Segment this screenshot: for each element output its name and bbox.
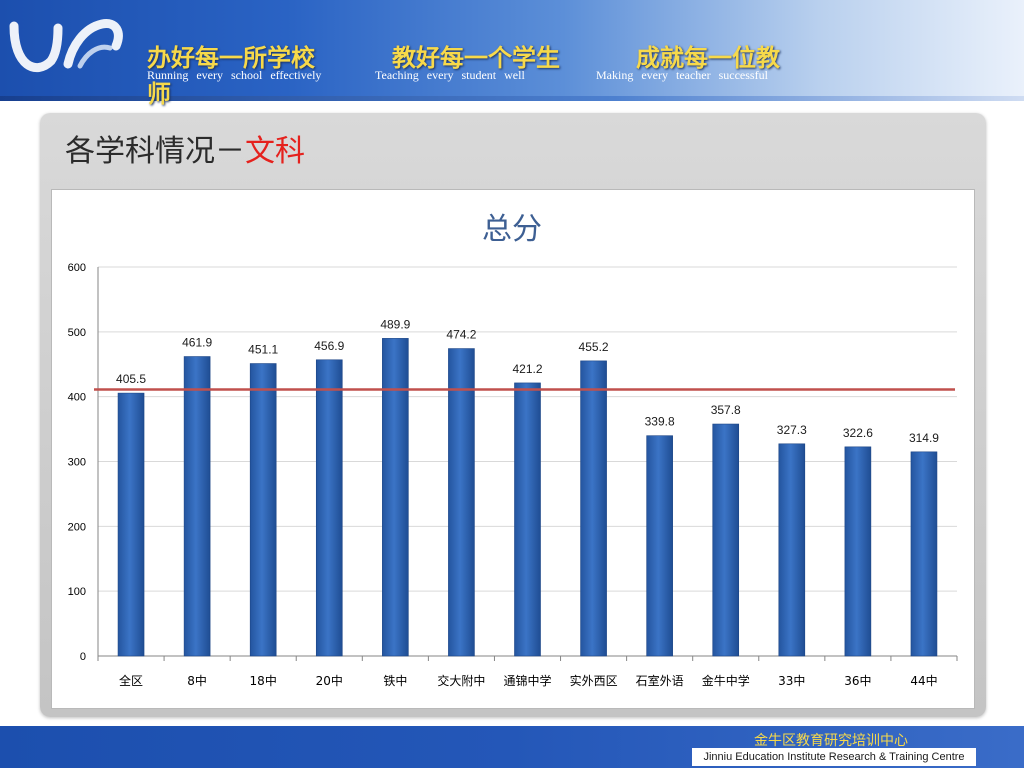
y-tick-label: 400 <box>68 392 86 404</box>
x-tick-label: 通锦中学 <box>503 673 551 688</box>
data-label: 474.2 <box>446 328 476 342</box>
section-title: 各学科情况－文科 <box>65 126 305 170</box>
data-label: 421.2 <box>512 362 542 376</box>
data-label: 405.5 <box>116 372 146 386</box>
bar <box>910 451 938 657</box>
motto-cn-2: 教好每一个学生 <box>392 43 560 72</box>
y-tick-label: 600 <box>68 262 86 274</box>
data-label: 461.9 <box>182 336 212 350</box>
header-banner <box>0 0 1024 96</box>
x-tick-label: 36中 <box>844 673 871 688</box>
data-label: 339.8 <box>645 415 675 429</box>
bar <box>315 359 343 657</box>
x-tick-label: 8中 <box>187 673 207 688</box>
motto-en-2: Teaching every student well <box>375 68 525 82</box>
x-tick-label: 铁中 <box>383 673 407 688</box>
y-tick-label: 100 <box>68 586 86 598</box>
x-tick-label: 实外西区 <box>570 673 618 688</box>
y-tick-label: 200 <box>68 521 86 533</box>
bar <box>844 446 872 657</box>
chart-title: 总分 <box>482 212 542 247</box>
bar <box>249 363 277 657</box>
data-label: 451.1 <box>248 343 278 357</box>
data-label: 357.8 <box>711 403 741 417</box>
data-label: 456.9 <box>314 339 344 353</box>
x-tick-label: 18中 <box>250 673 277 688</box>
section-title-highlight: 文科 <box>245 134 305 169</box>
x-tick-label: 44中 <box>910 673 937 688</box>
bar <box>514 382 541 657</box>
header-divider <box>0 96 1024 101</box>
footer-org-en: Jinniu Education Institute Research & Tr… <box>692 748 976 766</box>
y-tick-label: 0 <box>80 651 86 663</box>
data-label: 489.9 <box>380 317 410 331</box>
bar <box>580 360 607 657</box>
y-tick-label: 300 <box>68 457 86 469</box>
organization-logo-icon <box>9 19 123 73</box>
bar <box>712 423 740 657</box>
bar <box>117 392 145 657</box>
bar <box>448 348 475 657</box>
bar <box>382 338 409 657</box>
x-tick-label: 全区 <box>119 673 143 688</box>
data-label: 455.2 <box>579 340 609 354</box>
motto-cn-1: 办好每一所学校 <box>147 43 315 72</box>
x-tick-label: 20中 <box>316 673 343 688</box>
x-tick-label: 33中 <box>778 673 805 688</box>
data-label: 314.9 <box>909 431 939 445</box>
x-tick-label: 金牛中学 <box>702 673 750 688</box>
bar <box>778 443 806 657</box>
footer-org-cn: 金牛区教育研究培训中心 <box>754 733 908 749</box>
data-label: 322.6 <box>843 426 873 440</box>
bar <box>646 435 673 657</box>
bar <box>183 356 211 657</box>
x-tick-label: 交大附中 <box>437 673 485 688</box>
motto-cn-3-wrap: 师 <box>147 79 171 108</box>
motto-cn-3: 成就每一位教 <box>636 43 780 72</box>
motto-en-1: Running every school effectively <box>147 68 322 82</box>
data-label: 327.3 <box>777 423 807 437</box>
section-title-prefix: 各学科情况－ <box>65 134 245 169</box>
x-tick-label: 石室外语 <box>636 673 684 688</box>
motto-en-3: Making every teacher successful <box>596 68 768 82</box>
y-tick-label: 500 <box>68 327 86 339</box>
